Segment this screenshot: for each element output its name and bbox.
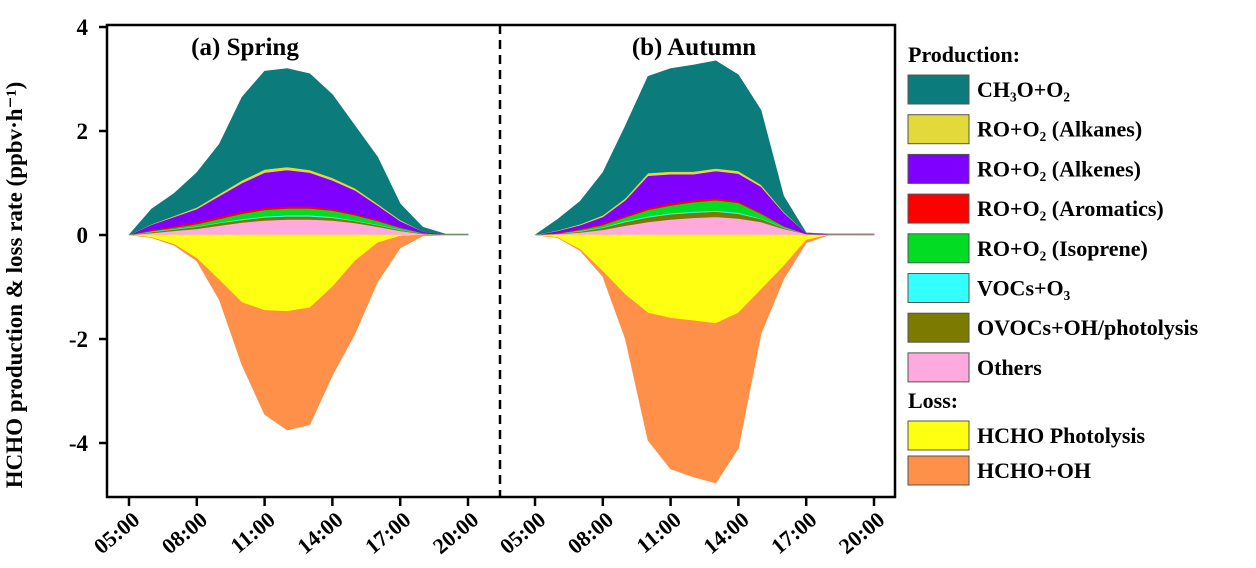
x-tick-label-spring: 08:00 (157, 507, 212, 559)
legend-swatch-ch3o (907, 74, 970, 105)
legend-label-alkanes: RO+O₂ (Alkanes) (977, 117, 1142, 142)
legend-label-vocs_o3: VOCs+O₃ (977, 276, 1071, 301)
panel-title-spring: (a) Spring (191, 34, 299, 61)
legend-label-ovocs: OVOCs+OH/photolysis (977, 315, 1199, 340)
area-oh-autumn (534, 234, 874, 484)
x-tick-label-autumn: 08:00 (563, 507, 618, 559)
legend-label-aromatics: RO+O₂ (Aromatics) (977, 196, 1164, 221)
panel-title-autumn: (b) Autumn (632, 34, 756, 61)
area-ch3o-spring (128, 68, 469, 236)
legend-label-ch3o: CH₃O+O₂ (977, 77, 1070, 102)
legend-heading-loss: Loss: (908, 388, 958, 413)
legend-swatch-others (907, 352, 970, 383)
x-tick-label-autumn: 11:00 (631, 507, 685, 558)
area-ch3o-autumn (534, 60, 874, 236)
legend-swatch-isoprene (907, 233, 970, 264)
legend-swatch-photolysis (907, 420, 970, 451)
y-axis-label: HCHO production & loss rate (ppbv·h⁻¹) (2, 82, 27, 488)
legend-label-others: Others (977, 355, 1042, 380)
x-tick-label-spring: 17:00 (360, 507, 415, 559)
x-tick-label-autumn: 14:00 (698, 507, 753, 559)
x-tick-label-autumn: 17:00 (766, 507, 821, 559)
area-photolysis-autumn (534, 234, 874, 324)
y-tick-label: 2 (77, 119, 89, 144)
y-tick-label: 0 (77, 223, 89, 248)
legend-swatch-alkanes (907, 114, 970, 145)
legend-swatch-ovocs (907, 312, 970, 343)
x-tick-label-spring: 05:00 (89, 507, 144, 559)
legend-label-photolysis: HCHO Photolysis (977, 423, 1146, 448)
x-tick-label-autumn: 05:00 (495, 507, 550, 559)
legend-label-oh: HCHO+OH (977, 458, 1091, 483)
area-photolysis-spring (128, 234, 468, 312)
area-oh-spring (128, 234, 468, 431)
y-tick-label: -2 (69, 327, 88, 352)
legend-label-alkenes: RO+O₂ (Alkenes) (977, 156, 1141, 181)
x-tick-label-spring: 14:00 (292, 507, 347, 559)
legend-heading-production: Production: (908, 42, 1020, 67)
legend-swatch-aromatics (907, 193, 970, 224)
legend-label-isoprene: RO+O₂ (Isoprene) (977, 236, 1148, 261)
y-tick-label: -4 (69, 431, 89, 456)
x-tick-label-autumn: 20:00 (834, 507, 889, 559)
y-tick-label: 4 (77, 15, 89, 40)
legend: Production: CH₃O+O₂ RO+O₂ (Alkanes) RO+O₂ (… (907, 42, 1199, 486)
x-tick-label-spring: 11:00 (225, 507, 279, 558)
legend-swatch-alkenes (907, 153, 970, 184)
x-tick-label-spring: 20:00 (428, 507, 483, 559)
legend-swatch-oh (907, 455, 970, 486)
legend-swatch-vocs_o3 (907, 273, 970, 303)
